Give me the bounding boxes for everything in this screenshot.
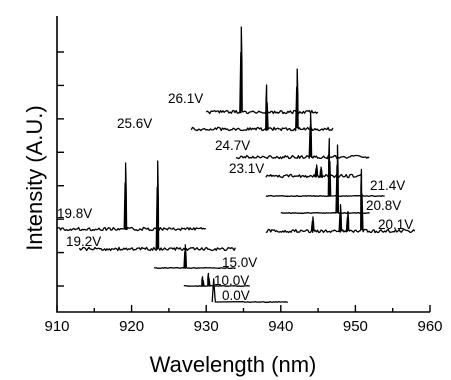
- trace-label: 19.2V: [66, 234, 101, 249]
- trace-label: 0.0V: [222, 288, 250, 303]
- trace-label: 23.1V: [229, 161, 264, 176]
- trace-label: 25.6V: [117, 116, 152, 131]
- x-tick-label: 920: [119, 318, 144, 335]
- x-tick-label: 930: [194, 318, 219, 335]
- axes: 910 920 930 940 950 960: [44, 16, 443, 335]
- trace-19-2v: [78, 160, 236, 252]
- y-axis-title: Intensity (A.U.): [22, 105, 47, 250]
- trace-20-8v: [280, 144, 370, 215]
- trace-label: 21.4V: [370, 178, 405, 193]
- trace-20-1v: [265, 168, 416, 234]
- trace-25-6v: [190, 68, 334, 132]
- x-tick-label: 940: [268, 318, 293, 335]
- trace-10-0v: [183, 272, 250, 288]
- trace-label: 10.0V: [214, 273, 249, 288]
- x-tick-label: 960: [417, 318, 442, 335]
- x-tick-label: 950: [343, 318, 368, 335]
- trace-15-0v: [153, 244, 236, 270]
- trace-26-1v: [205, 26, 319, 115]
- trace-label: 20.8V: [366, 198, 401, 213]
- x-axis-title: Wavelength (nm): [150, 352, 317, 377]
- trace-label: 20.1V: [378, 217, 413, 232]
- trace-19-8v: [56, 162, 207, 232]
- trace-24-7v: [235, 113, 370, 160]
- x-tick-label: 910: [44, 318, 69, 335]
- trace-label: 15.0V: [222, 255, 257, 270]
- trace-label: 26.1V: [168, 91, 203, 106]
- trace-label: 24.7V: [215, 138, 250, 153]
- trace-23-1v: [265, 164, 363, 179]
- trace-0-0v: [211, 278, 289, 304]
- trace-21-4v: [265, 137, 385, 198]
- trace-label: 19.8V: [57, 206, 92, 221]
